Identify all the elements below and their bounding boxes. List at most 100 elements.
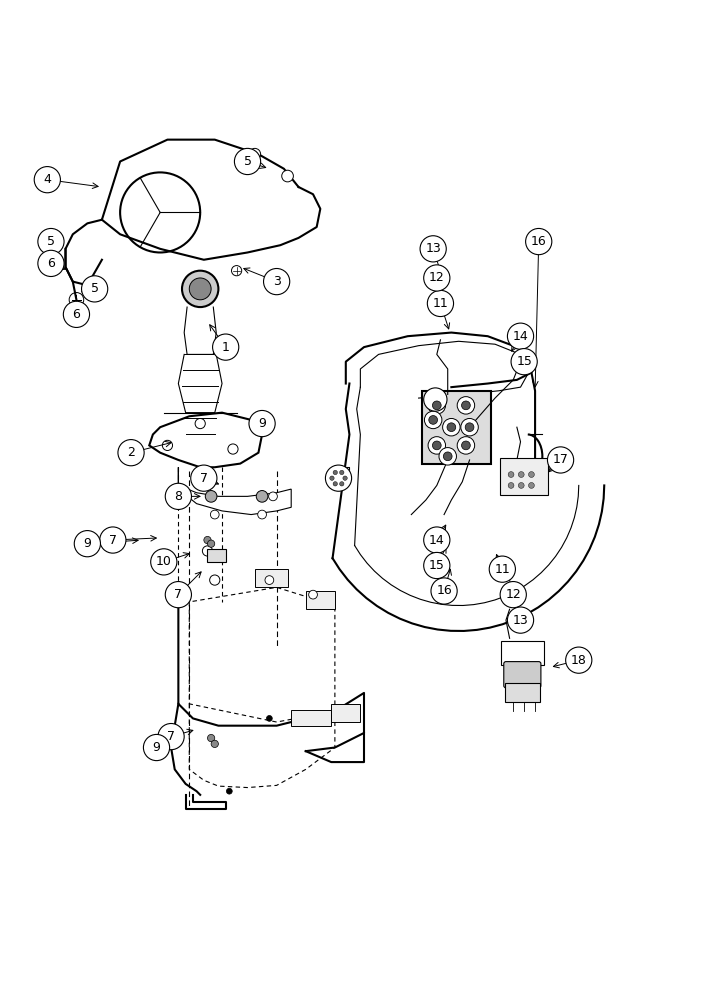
Circle shape	[182, 271, 218, 307]
Circle shape	[424, 527, 450, 553]
Circle shape	[38, 250, 64, 277]
Circle shape	[82, 276, 108, 302]
Circle shape	[204, 536, 211, 544]
Circle shape	[266, 715, 272, 721]
Text: 12: 12	[505, 588, 521, 601]
FancyBboxPatch shape	[255, 569, 288, 587]
Circle shape	[428, 397, 446, 414]
Text: 5: 5	[47, 235, 55, 248]
FancyBboxPatch shape	[207, 549, 226, 562]
Circle shape	[427, 290, 454, 317]
Text: 9: 9	[84, 537, 91, 550]
Circle shape	[63, 301, 90, 327]
Circle shape	[258, 510, 266, 519]
Circle shape	[432, 441, 441, 450]
Circle shape	[325, 465, 352, 491]
Circle shape	[443, 418, 460, 436]
Text: 8: 8	[175, 490, 182, 503]
Circle shape	[507, 607, 534, 633]
Circle shape	[74, 531, 100, 557]
Text: 1: 1	[222, 341, 229, 354]
Text: 5: 5	[244, 155, 251, 168]
Circle shape	[343, 476, 347, 480]
Circle shape	[226, 788, 232, 794]
Circle shape	[447, 423, 456, 432]
Circle shape	[529, 483, 534, 488]
Text: 9: 9	[153, 741, 160, 754]
Circle shape	[457, 397, 475, 414]
Circle shape	[38, 228, 64, 255]
Circle shape	[165, 483, 191, 509]
Circle shape	[507, 323, 534, 349]
Circle shape	[500, 582, 526, 608]
Text: 11: 11	[494, 563, 510, 576]
Circle shape	[443, 452, 452, 461]
FancyBboxPatch shape	[331, 704, 360, 722]
FancyBboxPatch shape	[501, 641, 544, 665]
Circle shape	[529, 472, 534, 477]
Text: 15: 15	[429, 559, 445, 572]
Text: 15: 15	[516, 355, 532, 368]
Circle shape	[330, 476, 334, 480]
Text: 9: 9	[258, 417, 266, 430]
Circle shape	[432, 401, 441, 410]
Circle shape	[547, 447, 574, 473]
Circle shape	[207, 540, 215, 547]
Circle shape	[249, 148, 261, 160]
Circle shape	[207, 734, 215, 742]
Circle shape	[424, 552, 450, 579]
FancyBboxPatch shape	[504, 662, 541, 688]
Circle shape	[508, 483, 514, 488]
Text: 6: 6	[73, 308, 80, 321]
Text: 13: 13	[513, 614, 529, 627]
Circle shape	[420, 236, 446, 262]
Circle shape	[489, 556, 515, 582]
Circle shape	[518, 472, 524, 477]
Text: 7: 7	[109, 534, 116, 547]
Circle shape	[100, 527, 126, 553]
Text: 16: 16	[531, 235, 547, 248]
Circle shape	[211, 740, 218, 748]
Circle shape	[465, 423, 474, 432]
Circle shape	[210, 510, 219, 519]
Circle shape	[309, 590, 317, 599]
Text: 7: 7	[167, 730, 175, 743]
Text: 4: 4	[44, 173, 51, 186]
Circle shape	[213, 334, 239, 360]
FancyBboxPatch shape	[500, 458, 548, 495]
Circle shape	[462, 441, 470, 450]
Circle shape	[249, 410, 275, 437]
Text: 13: 13	[425, 242, 441, 255]
Text: 3: 3	[273, 275, 280, 288]
Text: 10: 10	[156, 555, 172, 568]
Circle shape	[462, 401, 470, 410]
Circle shape	[461, 418, 478, 436]
Circle shape	[191, 465, 217, 491]
Circle shape	[424, 265, 450, 291]
Circle shape	[34, 167, 60, 193]
Text: 6: 6	[47, 257, 55, 270]
Text: 2: 2	[127, 446, 135, 459]
Circle shape	[508, 472, 514, 477]
Circle shape	[189, 278, 211, 300]
Polygon shape	[149, 413, 262, 467]
Circle shape	[234, 148, 261, 175]
Text: 14: 14	[513, 330, 529, 343]
Circle shape	[264, 268, 290, 295]
Circle shape	[118, 440, 144, 466]
Circle shape	[457, 437, 475, 454]
FancyBboxPatch shape	[505, 683, 540, 702]
Text: 11: 11	[432, 297, 448, 310]
Text: 14: 14	[429, 534, 445, 547]
Text: 7: 7	[175, 588, 182, 601]
Circle shape	[511, 349, 537, 375]
Circle shape	[333, 482, 338, 486]
Circle shape	[151, 549, 177, 575]
Circle shape	[429, 416, 438, 424]
Circle shape	[205, 491, 217, 502]
Circle shape	[431, 578, 457, 604]
Circle shape	[255, 420, 262, 427]
Text: 7: 7	[200, 472, 207, 485]
Circle shape	[339, 482, 344, 486]
Circle shape	[143, 734, 170, 761]
